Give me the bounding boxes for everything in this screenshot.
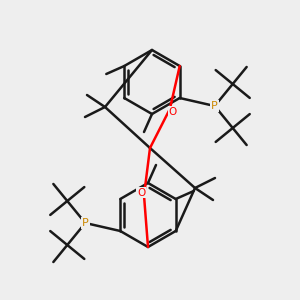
Text: P: P: [211, 101, 218, 111]
Text: O: O: [169, 107, 177, 117]
Text: P: P: [82, 218, 89, 228]
Text: O: O: [137, 188, 145, 197]
